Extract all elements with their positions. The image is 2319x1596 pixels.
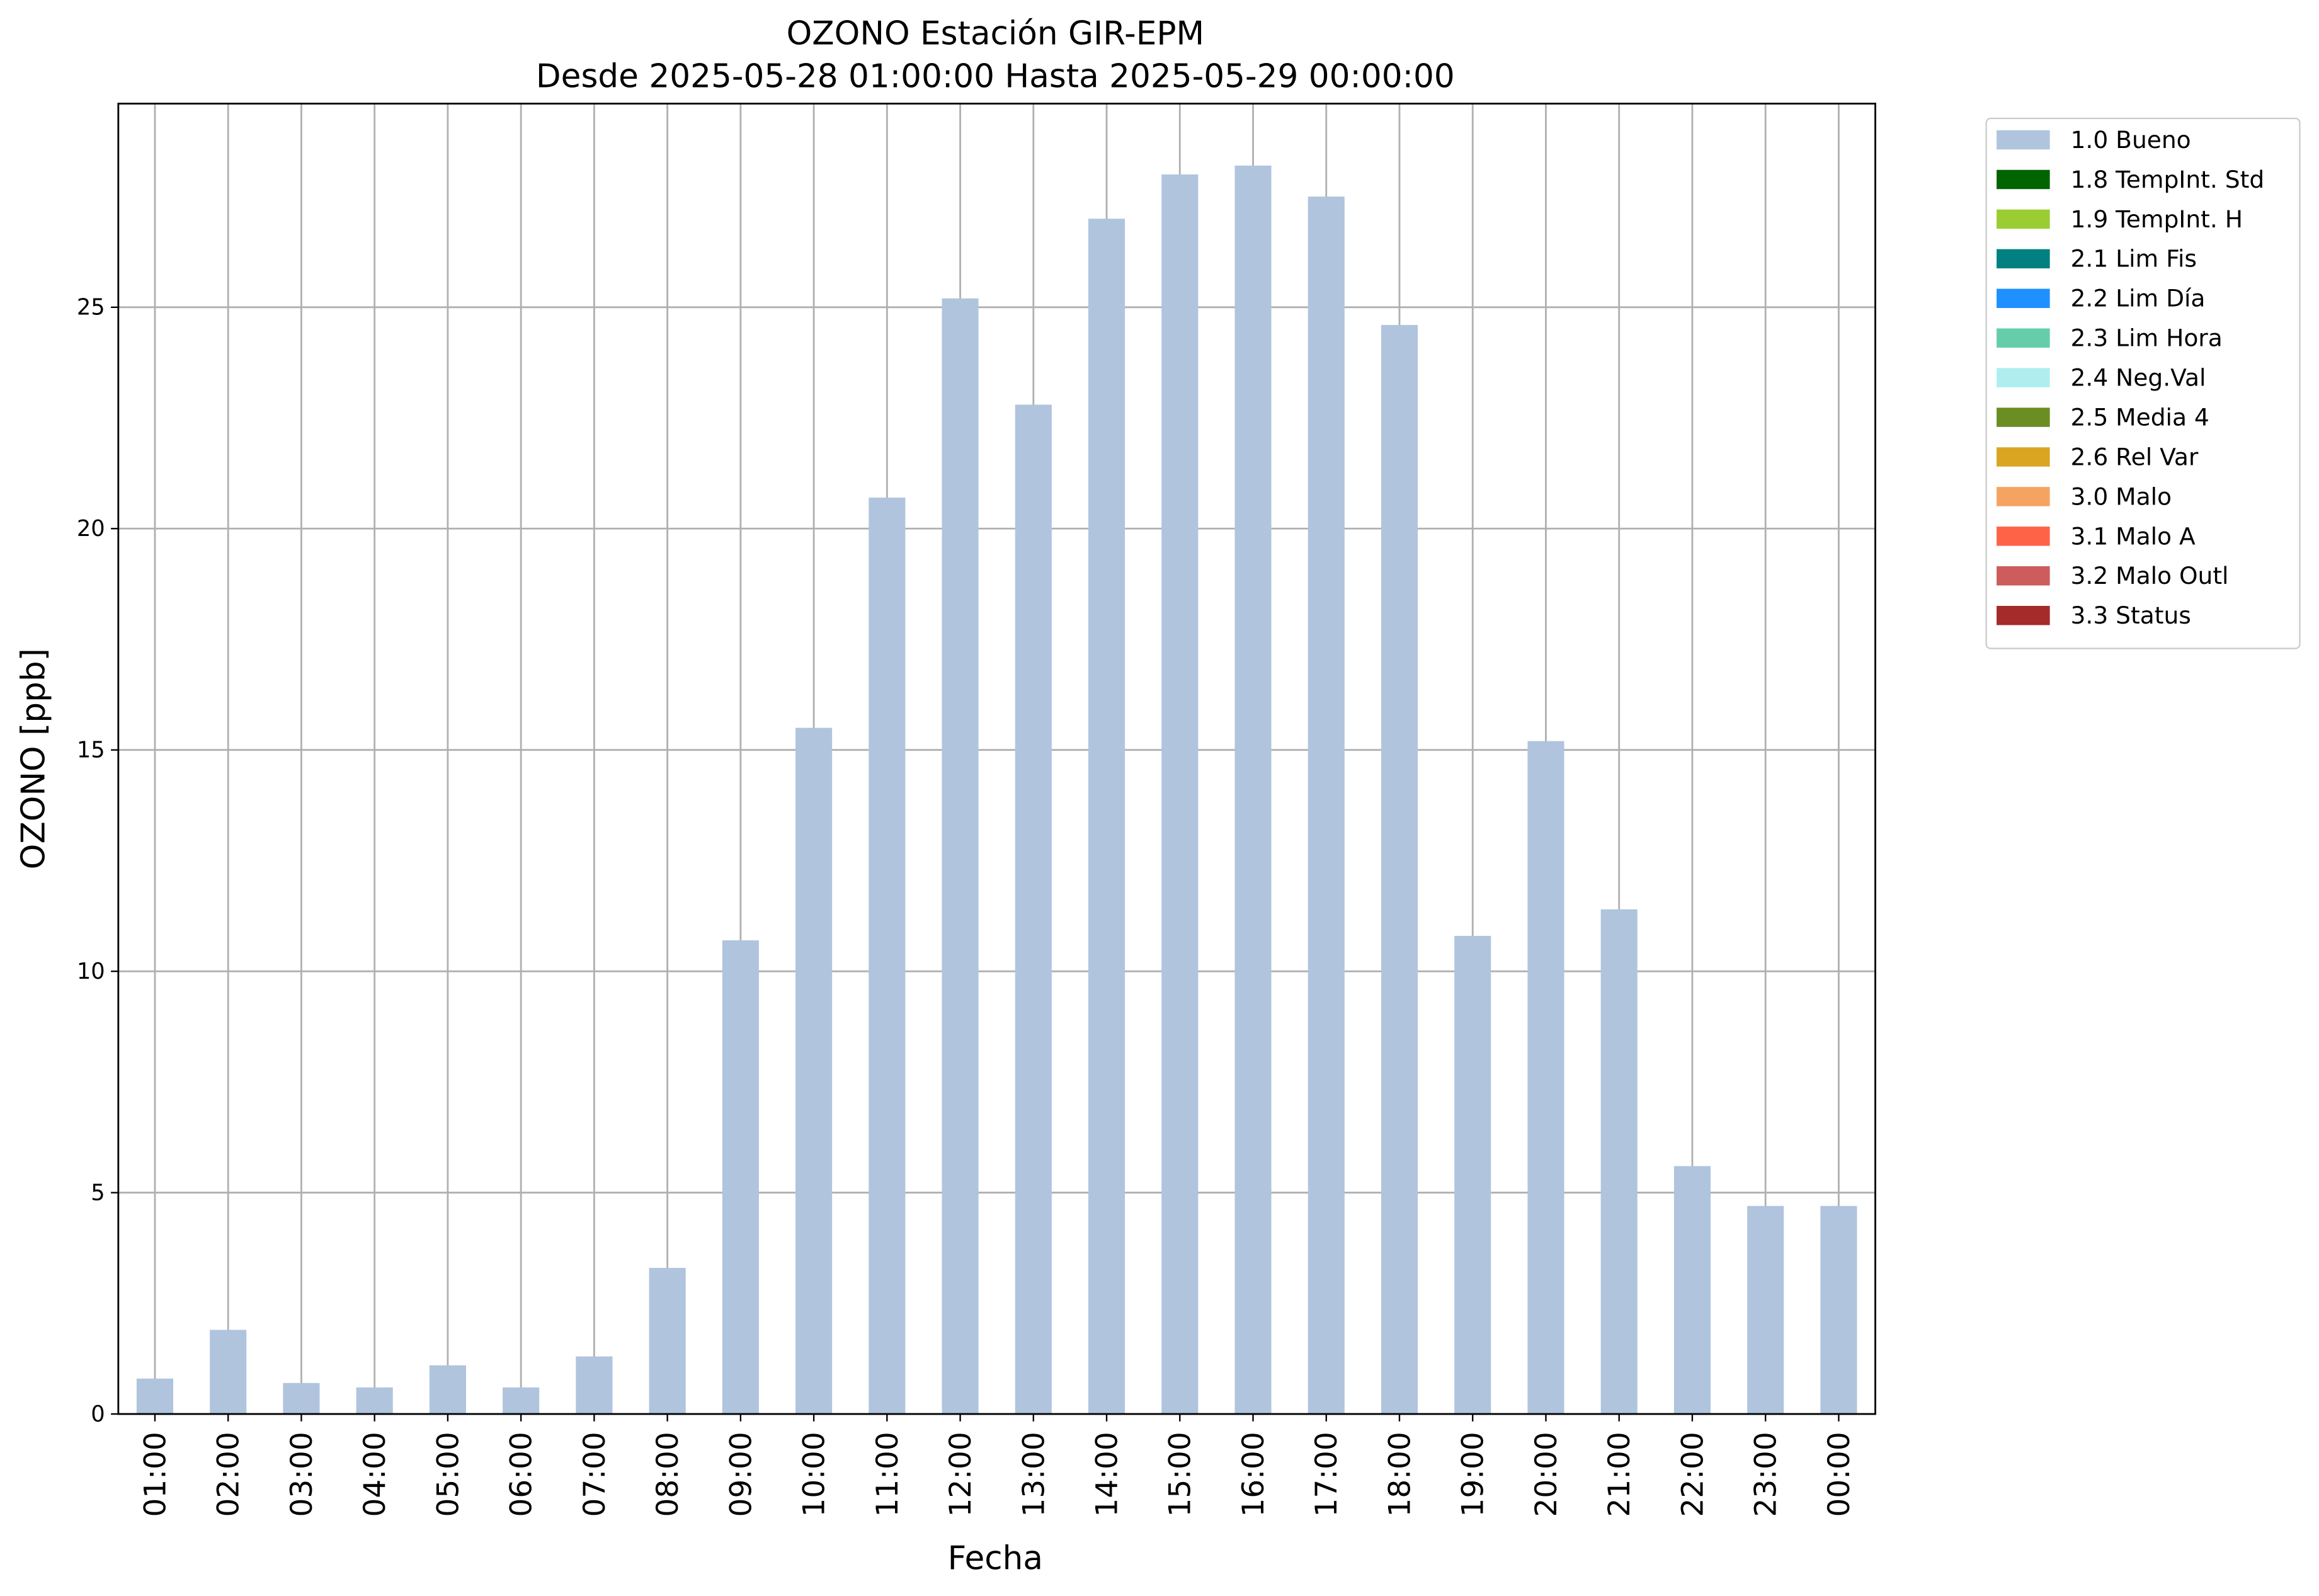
bar — [1673, 1166, 1711, 1415]
legend-label: 3.1 Malo A — [2071, 522, 2196, 550]
x-tick-label: 01:00 — [138, 1432, 173, 1517]
legend-box — [1985, 117, 2301, 649]
x-tick-label: 19:00 — [1456, 1432, 1491, 1517]
bar — [1088, 219, 1125, 1415]
x-tick-label: 15:00 — [1163, 1432, 1198, 1517]
x-tick-label: 13:00 — [1017, 1432, 1051, 1517]
x-tick-label: 21:00 — [1602, 1432, 1637, 1517]
bar — [1015, 404, 1052, 1415]
legend-swatch — [1997, 328, 2050, 348]
x-tick-label: 14:00 — [1090, 1432, 1124, 1517]
bar — [1454, 935, 1491, 1415]
bar — [1381, 324, 1418, 1415]
bar — [1747, 1206, 1784, 1415]
x-tick-label: 12:00 — [943, 1432, 978, 1517]
bar — [795, 727, 833, 1415]
x-tick-label: 18:00 — [1382, 1432, 1417, 1517]
legend-label: 2.6 Rel Var — [2071, 443, 2199, 470]
bar — [869, 498, 906, 1415]
y-tick-label: 20 — [77, 516, 105, 542]
legend-label: 1.8 TempInt. Std — [2071, 166, 2265, 193]
x-tick-label: 02:00 — [212, 1432, 246, 1517]
legend-label: 2.5 Media 4 — [2071, 403, 2209, 431]
legend-label: 1.0 Bueno — [2071, 126, 2191, 154]
x-tick-label: 06:00 — [504, 1432, 539, 1517]
plot-frame — [117, 103, 1876, 1415]
chart-subtitle: Desde 2025-05-28 01:00:00 Hasta 2025-05-… — [536, 58, 1455, 96]
legend-swatch — [1997, 447, 2050, 467]
legend-label: 3.2 Malo Outl — [2071, 562, 2229, 590]
y-tick-label: 5 — [91, 1180, 105, 1206]
legend-label: 2.4 Neg.Val — [2071, 364, 2206, 392]
x-tick-label: 05:00 — [431, 1432, 465, 1517]
x-tick-label: 10:00 — [797, 1432, 832, 1517]
bar — [283, 1382, 320, 1415]
legend-label: 3.3 Status — [2071, 601, 2191, 629]
bar — [1600, 909, 1638, 1415]
chart-title: OZONO Estación GIR-EPM — [787, 15, 1204, 53]
x-tick-label: 07:00 — [578, 1432, 612, 1517]
x-tick-label: 20:00 — [1529, 1432, 1564, 1517]
bar — [1820, 1206, 1857, 1415]
y-tick-label: 0 — [91, 1401, 105, 1427]
legend-label: 2.3 Lim Hora — [2071, 324, 2223, 352]
bar — [722, 940, 759, 1415]
x-tick-label: 04:00 — [358, 1432, 392, 1517]
x-tick-label: 09:00 — [724, 1432, 758, 1517]
bar — [1308, 197, 1345, 1415]
x-tick-label: 17:00 — [1309, 1432, 1344, 1517]
legend-label: 1.9 TempInt. H — [2071, 205, 2243, 233]
bar — [136, 1378, 174, 1415]
bar — [429, 1365, 466, 1415]
y-tick-label: 15 — [77, 737, 105, 763]
legend-swatch — [1997, 368, 2050, 387]
bar — [210, 1330, 247, 1415]
legend-label: 2.1 Lim Fis — [2071, 245, 2197, 273]
legend-label: 2.2 Lim Día — [2071, 285, 2206, 312]
y-tick-label: 10 — [77, 959, 105, 984]
x-axis-label: Fecha — [948, 1540, 1043, 1578]
legend-swatch — [1997, 527, 2050, 546]
legend-swatch — [1997, 249, 2050, 269]
x-tick-label: 23:00 — [1749, 1432, 1784, 1517]
legend-swatch — [1997, 408, 2050, 427]
legend-swatch — [1997, 487, 2050, 506]
legend-label: 3.0 Malo — [2071, 482, 2172, 510]
x-tick-label: 03:00 — [285, 1432, 319, 1517]
x-tick-label: 22:00 — [1675, 1432, 1710, 1517]
bar — [1161, 174, 1199, 1415]
x-tick-label: 08:00 — [651, 1432, 685, 1517]
bar — [942, 298, 979, 1415]
bar — [649, 1268, 686, 1415]
bar — [1234, 165, 1272, 1415]
bar — [503, 1387, 540, 1415]
legend-swatch — [1997, 605, 2050, 625]
x-tick-label: 00:00 — [1822, 1432, 1857, 1517]
x-tick-label: 11:00 — [870, 1432, 905, 1517]
legend-swatch — [1997, 169, 2050, 190]
legend-swatch — [1997, 130, 2050, 150]
legend-swatch — [1997, 566, 2050, 586]
y-axis-label: OZONO [ppb] — [14, 648, 52, 869]
bar — [1527, 741, 1564, 1415]
bar — [356, 1387, 393, 1415]
legend-swatch — [1997, 288, 2050, 309]
x-tick-label: 16:00 — [1236, 1432, 1271, 1517]
bar — [576, 1356, 613, 1415]
y-tick-label: 25 — [77, 295, 105, 321]
legend-swatch — [1997, 209, 2050, 229]
